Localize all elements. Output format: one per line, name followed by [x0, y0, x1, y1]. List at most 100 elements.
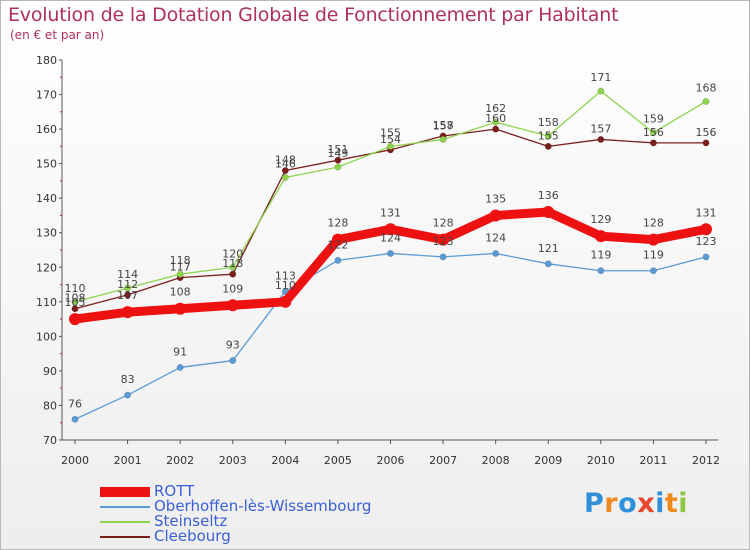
- x-tick-label: 2005: [324, 454, 352, 467]
- x-tick-label: 2011: [639, 454, 667, 467]
- y-tick-label: 120: [36, 261, 57, 274]
- data-point: [597, 136, 605, 143]
- y-tick-label: 100: [36, 330, 57, 343]
- data-point: [649, 267, 657, 275]
- data-point: [597, 267, 605, 275]
- data-label: 123: [696, 235, 717, 248]
- data-label: 162: [485, 102, 506, 115]
- data-point: [229, 270, 237, 278]
- data-point: [702, 98, 710, 105]
- data-point: [124, 284, 132, 292]
- data-point: [69, 313, 81, 326]
- x-tick-label: 2004: [271, 454, 299, 467]
- data-label: 149: [327, 147, 348, 160]
- data-point: [649, 139, 657, 147]
- data-label: 131: [696, 206, 717, 219]
- data-label: 128: [327, 217, 348, 230]
- x-tick-label: 2003: [219, 454, 247, 467]
- data-point: [334, 256, 342, 264]
- data-label: 113: [275, 269, 296, 282]
- y-tick-label: 90: [43, 365, 57, 378]
- data-label: 151: [327, 143, 348, 156]
- data-label: 76: [68, 397, 82, 410]
- data-label: 122: [327, 238, 348, 251]
- data-point: [334, 163, 342, 171]
- legend-label-steinseltz: Steinseltz: [154, 512, 228, 530]
- y-tick-label: 130: [36, 227, 57, 240]
- data-point: [544, 142, 552, 150]
- chart-subtitle: (en € et par an): [10, 28, 105, 42]
- data-point: [702, 253, 710, 261]
- data-point: [279, 295, 292, 308]
- data-label: 146: [275, 157, 296, 170]
- chart-title: Evolution de la Dotation Globale de Fonc…: [8, 4, 619, 26]
- legend-item-cleebourg[interactable]: Cleebourg: [100, 529, 371, 544]
- data-point: [597, 87, 605, 95]
- logo-letter: i: [655, 488, 665, 519]
- data-point: [437, 233, 450, 246]
- data-label: 110: [275, 279, 296, 292]
- data-label: 156: [643, 126, 664, 139]
- data-label: 156: [696, 126, 717, 139]
- legend-swatch-oberhoffen: [100, 505, 150, 508]
- data-label: 121: [538, 242, 559, 255]
- data-label: 120: [222, 247, 243, 260]
- data-label: 155: [380, 126, 401, 139]
- y-tick-label: 170: [36, 89, 57, 102]
- y-tick-label: 70: [43, 434, 57, 447]
- x-tick-label: 2006: [377, 454, 405, 467]
- data-label: 128: [643, 217, 664, 230]
- data-point: [439, 253, 447, 261]
- logo-letter: i: [678, 488, 689, 519]
- data-point: [176, 270, 184, 278]
- data-point: [702, 139, 710, 147]
- data-point: [492, 125, 500, 133]
- data-label: 158: [433, 119, 454, 132]
- data-point: [492, 250, 500, 257]
- data-label: 157: [433, 119, 454, 132]
- logo-letter: t: [664, 488, 679, 519]
- logo-letter: P: [584, 488, 605, 519]
- data-point: [544, 260, 552, 268]
- data-label: 108: [65, 292, 86, 305]
- data-label: 148: [275, 154, 296, 167]
- legend-label-oberhoffen: Oberhoffen-lès-Wissembourg: [154, 497, 372, 515]
- data-point: [334, 156, 342, 164]
- data-label: 114: [117, 268, 138, 281]
- data-label: 118: [222, 257, 243, 270]
- data-label: 119: [590, 249, 611, 262]
- y-tick-label: 180: [36, 54, 57, 67]
- data-point: [489, 209, 502, 222]
- data-point: [121, 306, 134, 319]
- data-point: [124, 391, 132, 399]
- data-label: 171: [590, 71, 611, 84]
- data-point: [492, 118, 500, 126]
- data-label: 155: [538, 129, 559, 142]
- data-point: [281, 167, 289, 174]
- data-point: [700, 223, 712, 236]
- legend-item-oberhoffen[interactable]: Oberhoffen-lès-Wissembourg: [100, 499, 371, 514]
- data-label: 110: [65, 282, 86, 295]
- data-label: 109: [222, 282, 243, 295]
- data-point: [124, 291, 132, 299]
- legend: ROTT Oberhoffen-lès-Wissembourg Steinsel…: [100, 484, 371, 544]
- data-label: 128: [433, 217, 454, 230]
- data-label: 160: [485, 112, 506, 125]
- data-point: [331, 233, 344, 246]
- legend-swatch-steinseltz: [100, 520, 150, 523]
- x-tick-label: 2008: [482, 454, 510, 467]
- data-point: [229, 263, 237, 271]
- y-tick-label: 160: [36, 123, 57, 136]
- x-tick-label: 2012: [692, 454, 720, 467]
- data-point: [229, 357, 237, 364]
- data-point: [71, 298, 79, 306]
- legend-item-rott[interactable]: ROTT: [100, 484, 371, 499]
- legend-item-steinseltz[interactable]: Steinseltz: [100, 514, 371, 529]
- data-label: 112: [117, 278, 138, 291]
- proxiti-logo: Proxiti: [584, 488, 688, 519]
- data-point: [176, 364, 184, 371]
- data-label: 168: [696, 81, 717, 94]
- legend-label-rott: ROTT: [154, 482, 195, 500]
- data-point: [544, 132, 552, 140]
